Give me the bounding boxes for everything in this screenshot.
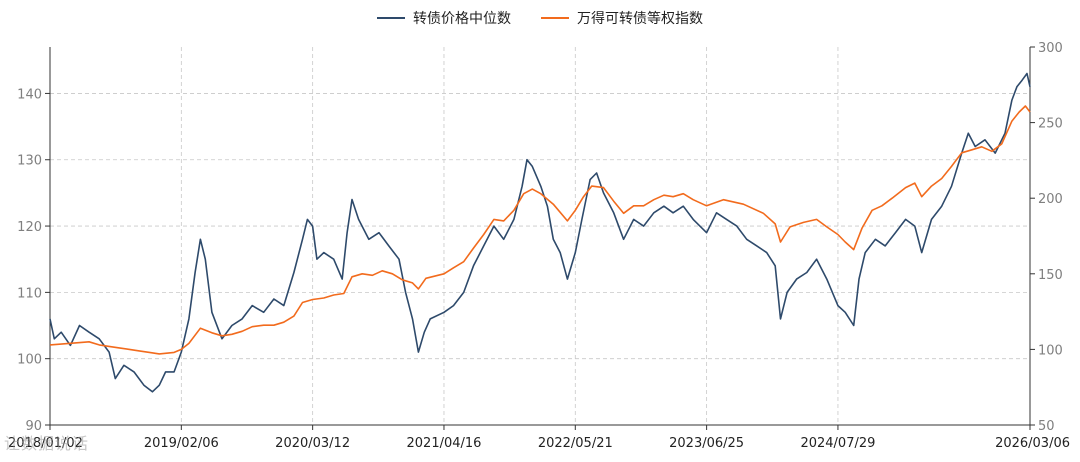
legend-label-index: 万得可转债等权指数 (577, 11, 703, 27)
x-tick-label: 2021/04/16 (407, 436, 482, 451)
y-left-tick-label: 110 (17, 286, 42, 301)
y-left-tick-label: 140 (17, 87, 42, 102)
legend-item-median: 转债价格中位数 (377, 8, 511, 28)
x-tick-label: 2026/03/06 (995, 436, 1070, 451)
legend-label-median: 转债价格中位数 (413, 11, 511, 27)
series-line-equal-weight-index (49, 105, 1031, 355)
x-tick-label: 2022/05/21 (538, 436, 613, 451)
y-right-tick-label: 100 (1038, 343, 1063, 358)
x-tick-label: 2019/02/06 (144, 436, 219, 451)
y-right-tick-label: 250 (1038, 117, 1063, 132)
chart-legend: 转债价格中位数 万得可转债等权指数 (0, 8, 1080, 28)
y-right-tick-label: 300 (1038, 41, 1063, 56)
x-tick-label: 2024/07/29 (800, 436, 875, 451)
x-tick-label: 2020/03/12 (275, 436, 350, 451)
y-left-tick-label: 100 (17, 353, 42, 368)
legend-swatch-median (377, 17, 405, 19)
y-right-tick-label: 200 (1038, 192, 1063, 207)
series-line-median-price (49, 72, 1031, 393)
y-left-tick-label: 120 (17, 220, 42, 235)
y-right-tick-label: 150 (1038, 268, 1063, 283)
x-tick-label: 2018/01/02 (8, 436, 83, 451)
y-right-tick-label: 50 (1038, 419, 1055, 434)
y-left-tick-label: 130 (17, 154, 42, 169)
watermark: 让数据说话 (4, 434, 90, 453)
legend-swatch-index (541, 17, 569, 19)
legend-item-index: 万得可转债等权指数 (541, 8, 703, 28)
y-left-tick-label: 90 (25, 419, 42, 434)
x-tick-label: 2023/06/25 (669, 436, 744, 451)
